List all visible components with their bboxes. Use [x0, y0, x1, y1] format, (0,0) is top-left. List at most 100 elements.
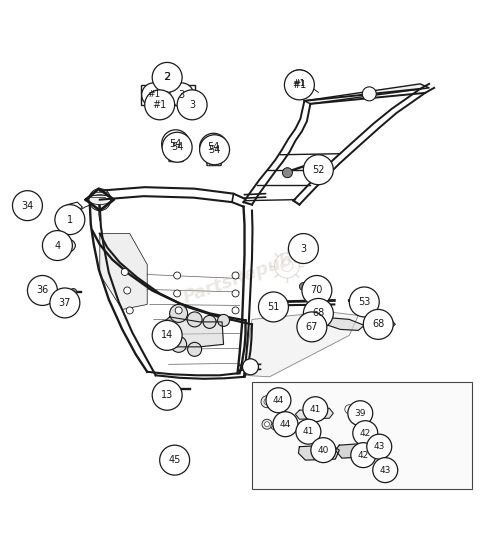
Text: #1: #1 — [153, 100, 167, 110]
Circle shape — [177, 90, 207, 120]
Circle shape — [311, 438, 336, 463]
Circle shape — [152, 321, 182, 350]
Circle shape — [126, 307, 133, 314]
Text: 42: 42 — [360, 429, 371, 438]
Circle shape — [145, 90, 175, 120]
Text: 2: 2 — [164, 72, 170, 82]
Circle shape — [281, 419, 290, 429]
Circle shape — [187, 312, 202, 327]
Circle shape — [273, 412, 298, 436]
Circle shape — [261, 396, 273, 408]
Text: 37: 37 — [59, 298, 71, 308]
Text: 53: 53 — [358, 297, 370, 307]
Text: 3: 3 — [179, 90, 185, 100]
Circle shape — [284, 70, 314, 100]
Circle shape — [188, 343, 202, 356]
Text: 44: 44 — [273, 396, 284, 405]
Circle shape — [175, 307, 182, 314]
Text: 43: 43 — [380, 466, 391, 474]
Circle shape — [288, 233, 318, 264]
Circle shape — [243, 359, 258, 375]
Polygon shape — [368, 317, 395, 329]
Text: 34: 34 — [21, 200, 33, 211]
Text: 36: 36 — [36, 285, 48, 295]
Text: 40: 40 — [318, 446, 329, 455]
Circle shape — [232, 272, 239, 279]
Circle shape — [200, 133, 228, 161]
Circle shape — [351, 442, 376, 468]
Circle shape — [171, 337, 187, 352]
Polygon shape — [295, 408, 333, 419]
Circle shape — [373, 458, 398, 483]
Text: #1: #1 — [147, 91, 160, 99]
Text: 43: 43 — [374, 442, 385, 451]
Circle shape — [309, 422, 318, 431]
Polygon shape — [244, 312, 358, 377]
Circle shape — [165, 385, 173, 393]
Circle shape — [152, 63, 182, 92]
Circle shape — [174, 272, 181, 279]
Circle shape — [285, 70, 313, 98]
Polygon shape — [304, 84, 429, 104]
Polygon shape — [335, 443, 374, 458]
Polygon shape — [100, 233, 147, 310]
Text: 42: 42 — [358, 451, 369, 460]
Text: 54: 54 — [208, 142, 220, 152]
Text: 44: 44 — [280, 419, 291, 429]
Text: 51: 51 — [267, 302, 279, 312]
Text: 2: 2 — [164, 72, 171, 82]
Circle shape — [363, 310, 393, 339]
Circle shape — [153, 64, 181, 91]
Circle shape — [367, 434, 392, 459]
Circle shape — [264, 422, 269, 427]
Polygon shape — [318, 317, 364, 330]
Circle shape — [345, 405, 354, 414]
Circle shape — [354, 425, 363, 435]
Circle shape — [12, 191, 42, 221]
Text: PartsRepublik: PartsRepublik — [180, 242, 319, 307]
Circle shape — [296, 419, 321, 444]
Circle shape — [170, 305, 188, 322]
Circle shape — [170, 83, 194, 107]
Bar — [141, 85, 195, 105]
Ellipse shape — [60, 242, 71, 250]
Text: 13: 13 — [161, 390, 173, 400]
Circle shape — [162, 130, 190, 158]
Circle shape — [162, 132, 192, 162]
Text: 3: 3 — [189, 100, 195, 110]
Text: 70: 70 — [311, 285, 323, 295]
Circle shape — [302, 276, 332, 305]
Polygon shape — [298, 445, 339, 460]
Text: 67: 67 — [306, 322, 318, 332]
Circle shape — [299, 283, 307, 290]
Circle shape — [349, 287, 379, 317]
Circle shape — [266, 388, 291, 413]
Circle shape — [297, 312, 327, 342]
Bar — [252, 382, 472, 489]
Circle shape — [27, 276, 57, 305]
Circle shape — [232, 290, 239, 297]
Circle shape — [273, 404, 277, 407]
Circle shape — [70, 288, 77, 295]
Circle shape — [124, 287, 131, 294]
Circle shape — [121, 268, 128, 276]
Text: 68: 68 — [372, 320, 384, 329]
Circle shape — [232, 307, 239, 314]
Text: 41: 41 — [310, 405, 321, 414]
Text: 54: 54 — [171, 142, 183, 152]
Circle shape — [303, 155, 333, 184]
Circle shape — [310, 400, 319, 409]
Ellipse shape — [56, 239, 75, 253]
Circle shape — [353, 421, 378, 446]
Circle shape — [262, 419, 272, 429]
Circle shape — [303, 299, 333, 328]
Circle shape — [348, 401, 373, 425]
Circle shape — [152, 380, 182, 410]
Circle shape — [89, 189, 111, 211]
Circle shape — [303, 397, 328, 422]
Circle shape — [42, 231, 72, 261]
Circle shape — [142, 83, 166, 107]
Text: #1: #1 — [292, 80, 306, 90]
Circle shape — [370, 439, 379, 447]
Text: 68: 68 — [312, 309, 324, 318]
